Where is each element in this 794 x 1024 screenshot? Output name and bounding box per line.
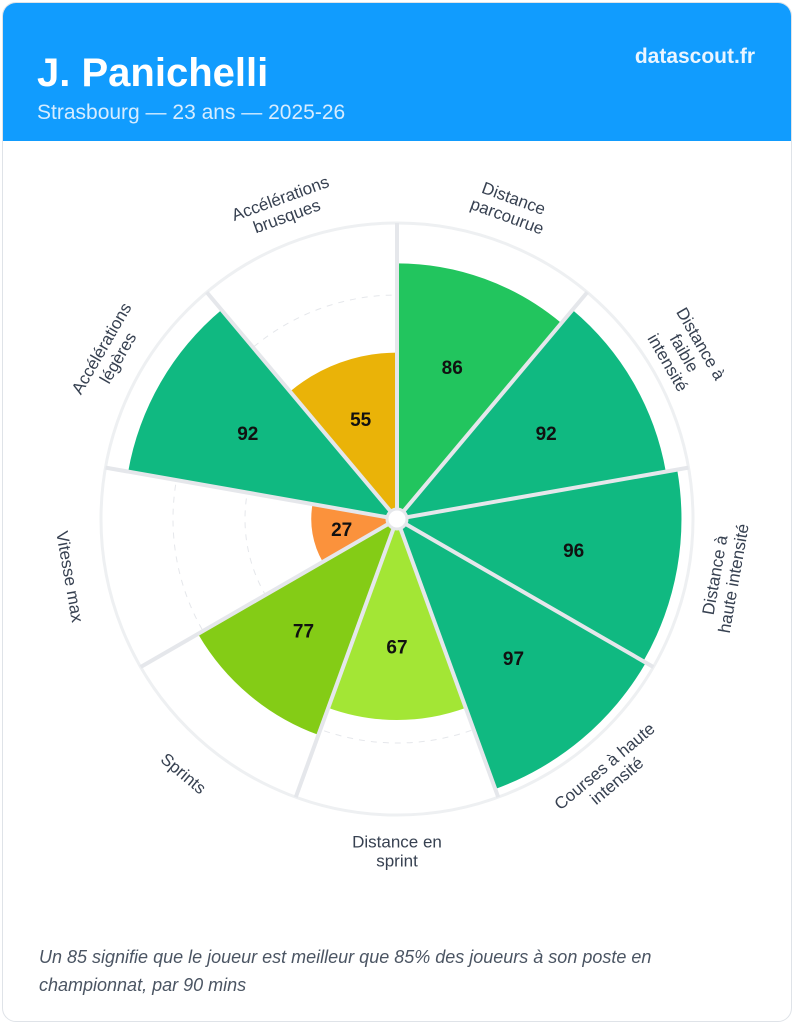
separator-line — [395, 518, 501, 798]
category-label-line: Distance en — [352, 833, 442, 852]
wedge-4 — [328, 526, 466, 720]
separator-line — [396, 465, 689, 521]
wedge-8 — [290, 352, 397, 513]
separator-line — [205, 290, 399, 521]
wedge-6 — [311, 504, 391, 562]
value-label: 67 — [386, 638, 407, 659]
wedge-2 — [403, 469, 682, 662]
value-label: 27 — [331, 520, 352, 541]
player-name: J. Panichelli — [37, 51, 269, 95]
category-label-line: Sprints — [157, 749, 210, 798]
separator-line — [395, 290, 589, 521]
separator-line — [139, 517, 398, 669]
value-label: 92 — [536, 424, 557, 445]
brand-link[interactable]: datascout.fr — [634, 45, 755, 68]
wedge-3 — [399, 523, 646, 790]
value-label: 55 — [350, 410, 372, 431]
header: J. Panichelli Strasbourg — 23 ans — 2025… — [3, 3, 791, 141]
category-label-line: sprint — [376, 852, 418, 871]
value-label: 96 — [563, 541, 584, 562]
center-hole — [385, 507, 409, 531]
category-label: Vitesse max — [52, 530, 87, 625]
player-subtitle: Strasbourg — 23 ans — 2025-26 — [37, 101, 346, 124]
separator-line — [105, 465, 398, 521]
value-label: 86 — [442, 358, 463, 379]
separator-line — [395, 517, 655, 669]
category-label: Sprints — [157, 749, 210, 798]
footer-note: Un 85 signifie que le joueur est meilleu… — [39, 947, 652, 995]
wedge-1 — [402, 309, 666, 518]
wedge-7 — [128, 309, 392, 518]
value-label: 97 — [503, 649, 524, 670]
value-label: 92 — [237, 424, 258, 445]
wedge-5 — [198, 523, 395, 735]
separator-line — [293, 518, 399, 798]
wedge-0 — [397, 263, 562, 513]
value-label: 77 — [293, 621, 314, 642]
category-label-line: Vitesse max — [52, 530, 87, 625]
